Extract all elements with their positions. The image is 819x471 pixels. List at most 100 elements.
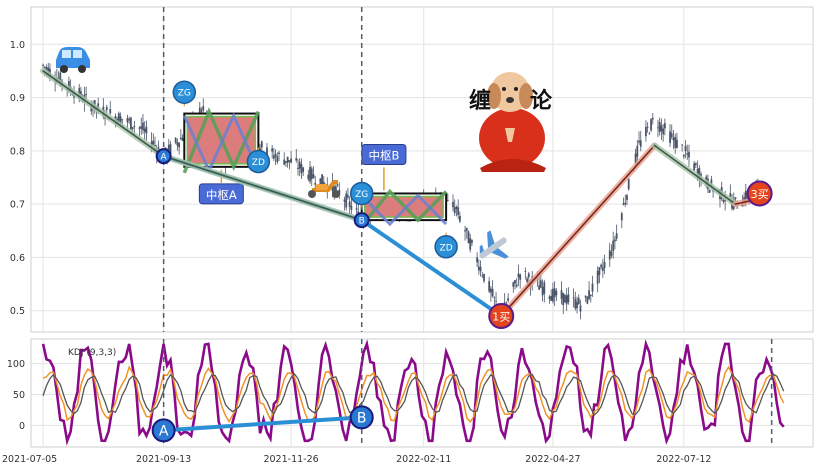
candle-body — [589, 294, 592, 296]
candle-body — [645, 126, 647, 137]
marker-label: ZD — [440, 243, 453, 253]
candle-body — [143, 128, 146, 132]
price-y-ticks: 0.5 0.6 0.7 0.8 0.9 1.0 — [10, 40, 25, 317]
candle-body — [600, 264, 603, 268]
candle-body — [620, 213, 623, 221]
candle-body — [179, 137, 182, 140]
x-tick-label: 2021-11-26 — [263, 454, 318, 465]
candle-body — [350, 205, 353, 210]
marker-label: ZG — [178, 89, 191, 99]
candle-body — [724, 199, 727, 202]
kdj-legend: KDJ (9,3,3) — [68, 348, 116, 358]
candle-body — [517, 273, 520, 278]
candle-body — [519, 274, 522, 280]
candle-body — [491, 288, 494, 297]
candle-body — [302, 167, 305, 172]
candle-body — [489, 288, 492, 293]
candle-body — [78, 88, 81, 98]
marker-label: ZG — [355, 190, 368, 200]
candle-body — [588, 290, 590, 299]
candle-body — [615, 233, 618, 239]
candle-body — [610, 251, 613, 256]
zhongshu-label: 中枢A — [198, 169, 244, 205]
candle-body — [514, 280, 516, 284]
zhongshu-layer: 中枢A 中枢B — [182, 107, 448, 228]
scooter-icon — [308, 180, 340, 198]
candle-body — [662, 128, 665, 135]
candle-body — [562, 293, 565, 306]
candle-body — [274, 153, 277, 157]
candle-body — [271, 148, 274, 152]
candle-body — [612, 240, 615, 252]
candle-body — [694, 163, 697, 166]
candle-body — [202, 106, 205, 111]
marker-label: ZD — [252, 158, 265, 168]
candle-body — [657, 127, 659, 129]
candle-body — [469, 238, 472, 250]
marker-label: A — [159, 423, 169, 439]
candle-body — [669, 131, 671, 144]
kdj-d-line — [42, 373, 785, 417]
price-panel-frame — [30, 6, 814, 333]
candle-body — [278, 152, 280, 154]
candle-body — [682, 155, 685, 157]
candle-body — [722, 199, 725, 202]
candle-body — [555, 290, 558, 296]
candle-body — [152, 140, 155, 145]
candle-body — [567, 294, 570, 303]
candle-body — [576, 301, 578, 309]
candle-body — [483, 273, 485, 282]
candle-body — [572, 297, 575, 299]
candle-body — [670, 133, 673, 138]
divergence-lines — [162, 7, 363, 332]
zhongshu-label-box — [198, 183, 244, 205]
bi-stroke — [42, 70, 165, 157]
y-tick-label: 1.0 — [10, 40, 25, 51]
kdj-divergence-markers: AB — [151, 405, 374, 443]
candle-body — [648, 133, 651, 135]
candle-body — [577, 297, 580, 305]
candle-body — [43, 66, 46, 68]
candle-body — [744, 190, 747, 202]
segment-stroke — [359, 218, 504, 319]
candle-body — [345, 193, 348, 208]
zhongshu-zigzag — [360, 193, 448, 227]
candle-body — [457, 207, 460, 216]
candle-body — [121, 119, 124, 121]
candle-body — [481, 275, 484, 277]
x-tick-label: 2022-02-11 — [396, 454, 451, 465]
candle-body — [181, 138, 184, 141]
kdj-divergence-marker — [151, 418, 176, 443]
candle-body — [109, 108, 112, 114]
candle-body — [464, 230, 466, 232]
mascot-icon — [479, 72, 546, 172]
y-tick-label: 0.8 — [10, 146, 25, 157]
y-tick-label: 100 — [7, 359, 25, 370]
y-tick-label: 0 — [19, 421, 25, 432]
candle-body — [59, 72, 62, 85]
candle-body — [565, 295, 568, 305]
candle-body — [458, 215, 461, 222]
marker-label: B — [359, 217, 365, 227]
candle-body — [453, 207, 456, 214]
candle-body — [477, 266, 480, 271]
x-axis-ticks: 2021-07-05 2021-09-13 2021-11-26 2022-02-11… — [2, 454, 711, 465]
candle-body — [312, 174, 315, 178]
x-tick-label: 2021-09-13 — [136, 454, 191, 465]
candle-body — [128, 119, 131, 121]
zg-zd-marker — [349, 181, 374, 206]
candle-body — [465, 227, 468, 231]
candle-body — [564, 295, 566, 303]
candle-body — [476, 257, 479, 263]
candle-body — [178, 142, 181, 148]
candle-body — [639, 140, 642, 147]
candle-body — [591, 283, 594, 292]
divergence-point-marker — [353, 212, 370, 229]
chan-watermark: 缠 论 — [469, 72, 553, 172]
candle-body — [524, 271, 527, 273]
candle-body — [266, 147, 268, 155]
candle-body — [676, 139, 678, 149]
watermark-char-right: 论 — [530, 88, 553, 114]
zhongshu-label-text: 中枢A — [206, 188, 237, 202]
